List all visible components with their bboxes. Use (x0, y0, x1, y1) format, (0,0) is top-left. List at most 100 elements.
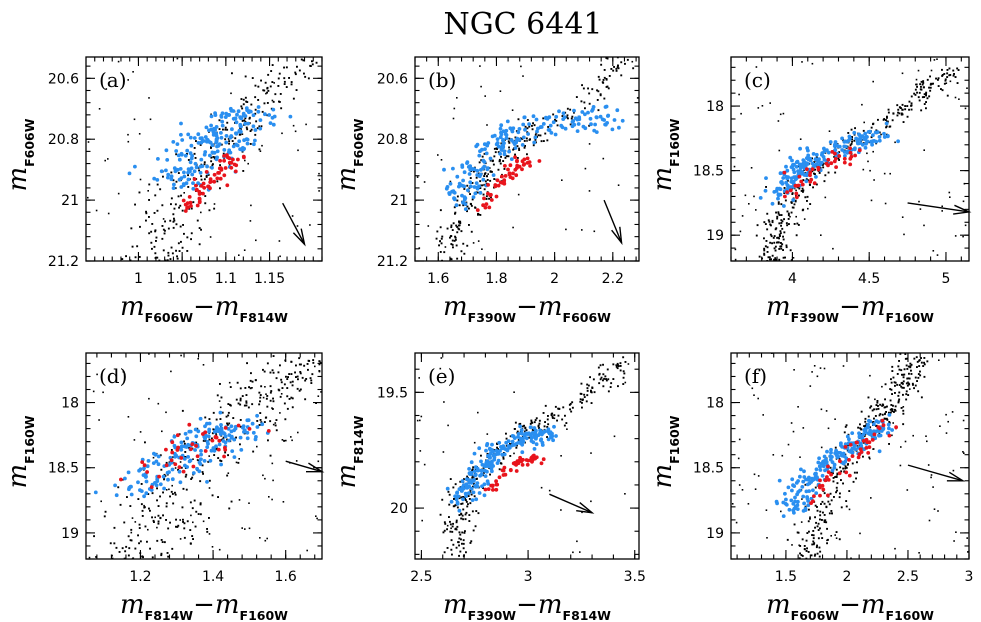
second-generation-star (870, 438, 875, 442)
field-star (800, 190, 803, 192)
field-star (237, 461, 240, 464)
field-star (180, 194, 182, 197)
field-star (259, 419, 262, 421)
field-star (145, 272, 147, 274)
field-star (780, 245, 783, 248)
first-generation-star (467, 172, 472, 176)
field-star (769, 258, 771, 261)
field-star (601, 81, 604, 84)
field-star (157, 505, 160, 507)
field-star (793, 562, 795, 564)
field-star (584, 167, 587, 170)
field-star (476, 191, 479, 194)
field-star (296, 387, 299, 390)
field-star (127, 79, 129, 81)
field-star (174, 467, 177, 469)
field-star (132, 71, 134, 73)
second-generation-star (201, 432, 205, 436)
first-generation-star (176, 153, 181, 158)
field-star (497, 448, 499, 450)
field-star (949, 80, 952, 83)
first-generation-star (151, 461, 156, 465)
field-star (163, 541, 166, 544)
field-star (569, 123, 572, 126)
field-star (526, 131, 529, 134)
field-star (201, 464, 204, 467)
field-star (439, 209, 442, 212)
field-star (210, 147, 212, 149)
field-star (904, 440, 907, 443)
field-star (558, 407, 561, 410)
field-star (615, 365, 618, 368)
field-star (604, 375, 607, 378)
field-star (468, 498, 471, 500)
field-star (308, 360, 311, 362)
field-star (901, 382, 904, 385)
field-star (822, 166, 825, 169)
field-star (139, 263, 141, 265)
first-generation-star (175, 142, 180, 147)
second-generation-star (494, 194, 499, 199)
first-generation-star (502, 149, 507, 154)
first-generation-star (457, 487, 462, 491)
field-star (103, 515, 106, 518)
field-star (138, 527, 141, 529)
field-star (297, 378, 299, 381)
first-generation-star (196, 181, 201, 186)
second-generation-star (829, 161, 834, 166)
field-star (902, 406, 905, 408)
field-star (320, 45, 322, 47)
field-star (516, 430, 519, 433)
field-star (902, 423, 905, 426)
field-star (266, 395, 269, 397)
field-star (157, 522, 160, 525)
field-star (805, 178, 808, 181)
data-points (87, 45, 322, 274)
second-generation-star (872, 432, 877, 437)
field-star (453, 498, 456, 500)
second-generation-star (183, 202, 188, 207)
field-star (947, 420, 949, 423)
first-generation-star (219, 131, 223, 135)
field-star (735, 521, 738, 524)
first-generation-star (477, 491, 482, 495)
field-star (566, 107, 569, 110)
field-star (808, 530, 810, 533)
first-generation-star (877, 433, 881, 438)
first-generation-star (482, 160, 487, 164)
field-star (584, 107, 586, 110)
field-star (516, 157, 519, 159)
field-star (286, 395, 289, 398)
field-star (245, 404, 248, 407)
first-generation-star (789, 176, 794, 181)
field-star (485, 198, 488, 200)
field-star (311, 60, 313, 63)
field-star (470, 203, 472, 206)
field-star (941, 75, 944, 77)
second-generation-star (847, 473, 852, 478)
field-star (503, 168, 506, 170)
field-star (534, 133, 537, 136)
first-generation-star (455, 501, 460, 506)
y-tick-label: 19.5 (377, 385, 408, 401)
first-generation-star (818, 468, 823, 472)
y-axis-label: mF160W (648, 118, 682, 191)
first-generation-star (217, 442, 222, 447)
first-generation-star (529, 439, 534, 443)
data-points (415, 57, 639, 261)
field-star (925, 101, 927, 103)
field-star (780, 510, 782, 513)
first-generation-star (209, 448, 214, 453)
field-star (155, 240, 157, 242)
field-star (315, 45, 317, 47)
y-axis-label: mF160W (3, 415, 37, 488)
field-star (819, 167, 822, 169)
field-star (524, 125, 527, 128)
x-tick-label: 1.15 (254, 271, 285, 287)
field-star (304, 379, 307, 382)
first-generation-star (603, 105, 608, 109)
first-generation-star (785, 176, 790, 181)
first-generation-star (477, 446, 482, 451)
first-generation-star (804, 179, 809, 184)
field-star (793, 203, 796, 206)
